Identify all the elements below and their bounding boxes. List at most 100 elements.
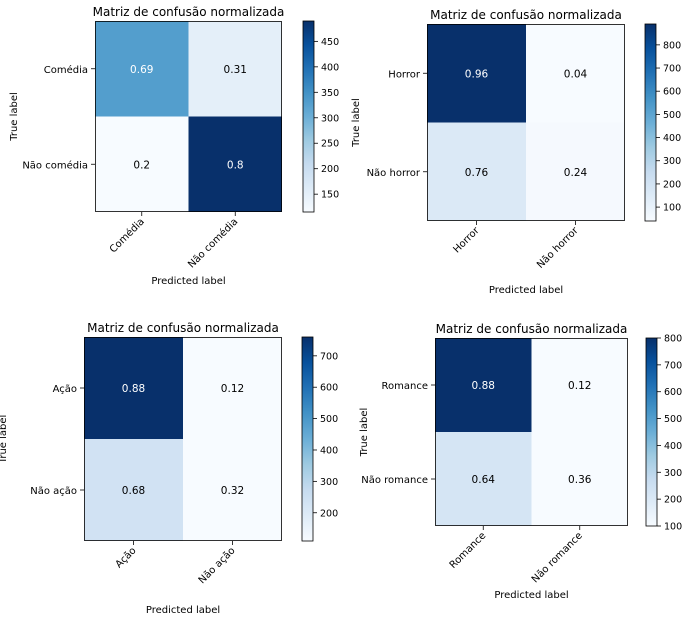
x-tick-label: Não horror xyxy=(535,225,581,271)
matrix-cell xyxy=(183,337,282,439)
x-axis-label: Predicted label xyxy=(489,285,563,296)
cell-value-label: 0.12 xyxy=(221,383,244,395)
cell-value-label: 0.12 xyxy=(568,380,591,392)
y-tick-label: Não ação xyxy=(30,486,77,497)
colorbar xyxy=(301,336,314,542)
chart-title: Matriz de confusão normalizada xyxy=(93,5,285,19)
colorbar-tick-label: 500 xyxy=(664,414,682,425)
colorbar-tick-label: 600 xyxy=(664,387,682,398)
colorbar-tick-label: 450 xyxy=(321,37,339,48)
colorbar-tick-label: 200 xyxy=(664,495,682,506)
cell-value-label: 0.76 xyxy=(465,167,489,179)
cell-value-label: 0.96 xyxy=(465,68,489,80)
x-tick-label: Não comédia xyxy=(185,216,240,271)
colorbar-tick-label: 800 xyxy=(663,40,681,51)
chart-title: Matriz de confusão normalizada xyxy=(87,321,279,335)
y-axis-label: True label xyxy=(0,415,9,465)
confusion-matrix-1: Matriz de confusão normalizada 0.69 0.31 0.… xyxy=(9,5,339,287)
colorbar-tick-label: 300 xyxy=(664,468,682,479)
cell-value-label: 0.8 xyxy=(227,159,244,171)
y-tick-label: Horror xyxy=(388,69,421,80)
chart-title: Matriz de confusão normalizada xyxy=(430,8,622,22)
colorbar-tick-label: 250 xyxy=(321,139,339,150)
colorbar-tick-label: 800 xyxy=(664,334,682,345)
colorbar-tick-label: 300 xyxy=(320,477,338,488)
matrix-cell xyxy=(435,432,532,526)
axes-frame xyxy=(427,24,625,221)
axes-frame xyxy=(95,21,282,212)
matrix-cell xyxy=(188,116,282,212)
matrix-cell xyxy=(95,21,189,117)
chart-title: Matriz de confusão normalizada xyxy=(436,322,628,336)
colorbar-tick-label: 700 xyxy=(663,64,681,75)
colorbar-tick-label: 200 xyxy=(663,179,681,190)
colorbar-tick-label: 400 xyxy=(663,133,681,144)
colorbar-tick-label: 400 xyxy=(320,445,338,456)
cell-value-label: 0.36 xyxy=(568,474,592,486)
y-axis-label: True label xyxy=(359,408,370,458)
matrix-cell xyxy=(427,24,526,123)
x-tick-label: Romance xyxy=(448,530,489,571)
colorbar-tick-label: 300 xyxy=(321,113,339,124)
x-tick-label: Ação xyxy=(114,545,139,570)
colorbar-tick-label: 400 xyxy=(664,441,682,452)
confusion-matrix-2: Matriz de confusão normalizada 0.96 0.04 0.… xyxy=(351,8,681,296)
cell-value-label: 0.2 xyxy=(133,159,150,171)
y-tick-label: Comédia xyxy=(44,64,88,76)
colorbar-tick-label: 600 xyxy=(320,383,338,394)
y-tick-label: Não romance xyxy=(361,475,428,486)
x-tick-label: Horror xyxy=(451,225,482,256)
colorbar xyxy=(645,337,658,527)
colorbar xyxy=(644,23,657,222)
matrix-cell xyxy=(183,439,282,541)
cell-value-label: 0.64 xyxy=(472,474,496,486)
colorbar-tick-label: 600 xyxy=(663,87,681,98)
x-tick-label: Não ação xyxy=(197,545,238,586)
colorbar-tick-label: 200 xyxy=(321,164,339,175)
colorbar-tick-label: 700 xyxy=(320,351,338,362)
colorbar-tick-label: 400 xyxy=(321,62,339,73)
colorbar-tick-label: 500 xyxy=(663,110,681,121)
confusion-matrix-4: Matriz de confusão normalizada 0.88 0.12 0.… xyxy=(359,322,682,601)
colorbar-tick-label: 100 xyxy=(664,522,682,533)
matrix-cell xyxy=(526,122,625,221)
colorbar-tick-label: 350 xyxy=(321,88,339,99)
matrix-cell xyxy=(531,432,628,526)
cell-value-label: 0.88 xyxy=(472,380,495,392)
x-tick-label: Comédia xyxy=(107,216,147,256)
y-tick-label: Ação xyxy=(53,384,77,395)
axes-frame xyxy=(435,338,628,526)
confusion-matrix-3: Matriz de confusão normalizada 0.88 0.12 0.… xyxy=(0,321,338,616)
colorbar-tick-label: 500 xyxy=(320,414,338,425)
x-axis-label: Predicted label xyxy=(151,276,225,287)
matrix-cell xyxy=(95,116,189,212)
cell-value-label: 0.68 xyxy=(122,485,145,497)
x-axis-label: Predicted label xyxy=(146,605,220,614)
y-tick-label: Não horror xyxy=(367,168,421,179)
matrix-cell xyxy=(188,21,282,117)
cell-value-label: 0.69 xyxy=(130,64,153,76)
y-axis-label: True label xyxy=(351,98,362,148)
matrix-cell xyxy=(84,337,183,439)
colorbar-tick-label: 300 xyxy=(663,156,681,167)
colorbar-tick-label: 200 xyxy=(320,508,338,519)
cell-value-label: 0.31 xyxy=(224,64,247,76)
colorbar-tick-label: 700 xyxy=(664,360,682,371)
colorbar-tick-label: 150 xyxy=(321,190,339,201)
y-axis-label: True label xyxy=(9,92,20,142)
cell-value-label: 0.24 xyxy=(564,167,588,179)
cell-value-label: 0.88 xyxy=(122,383,145,395)
matrix-cell xyxy=(531,338,628,432)
x-axis-label: Predicted label xyxy=(494,590,568,601)
matrix-cell xyxy=(526,24,625,123)
y-tick-label: Não comédia xyxy=(22,159,88,171)
axes-frame xyxy=(84,337,282,541)
matrix-cell xyxy=(435,338,532,432)
cell-value-label: 0.04 xyxy=(564,68,588,80)
y-tick-label: Romance xyxy=(382,381,428,392)
matrix-cell xyxy=(84,439,183,541)
x-tick-label: Não romance xyxy=(530,530,585,585)
colorbar xyxy=(302,20,315,213)
cell-value-label: 0.32 xyxy=(221,485,244,497)
